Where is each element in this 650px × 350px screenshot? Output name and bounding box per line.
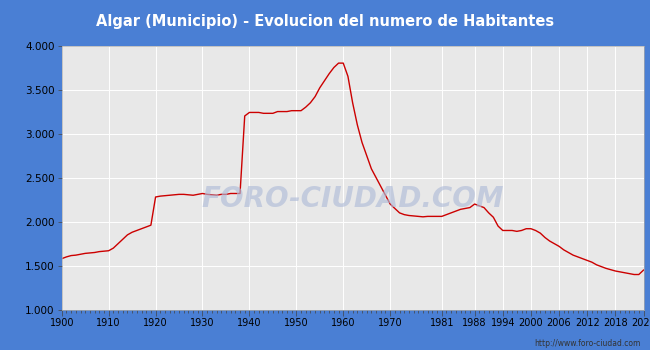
Text: http://www.foro-ciudad.com: http://www.foro-ciudad.com xyxy=(534,339,640,348)
Text: Algar (Municipio) - Evolucion del numero de Habitantes: Algar (Municipio) - Evolucion del numero… xyxy=(96,14,554,29)
Text: FORO-CIUDAD.COM: FORO-CIUDAD.COM xyxy=(202,185,504,213)
